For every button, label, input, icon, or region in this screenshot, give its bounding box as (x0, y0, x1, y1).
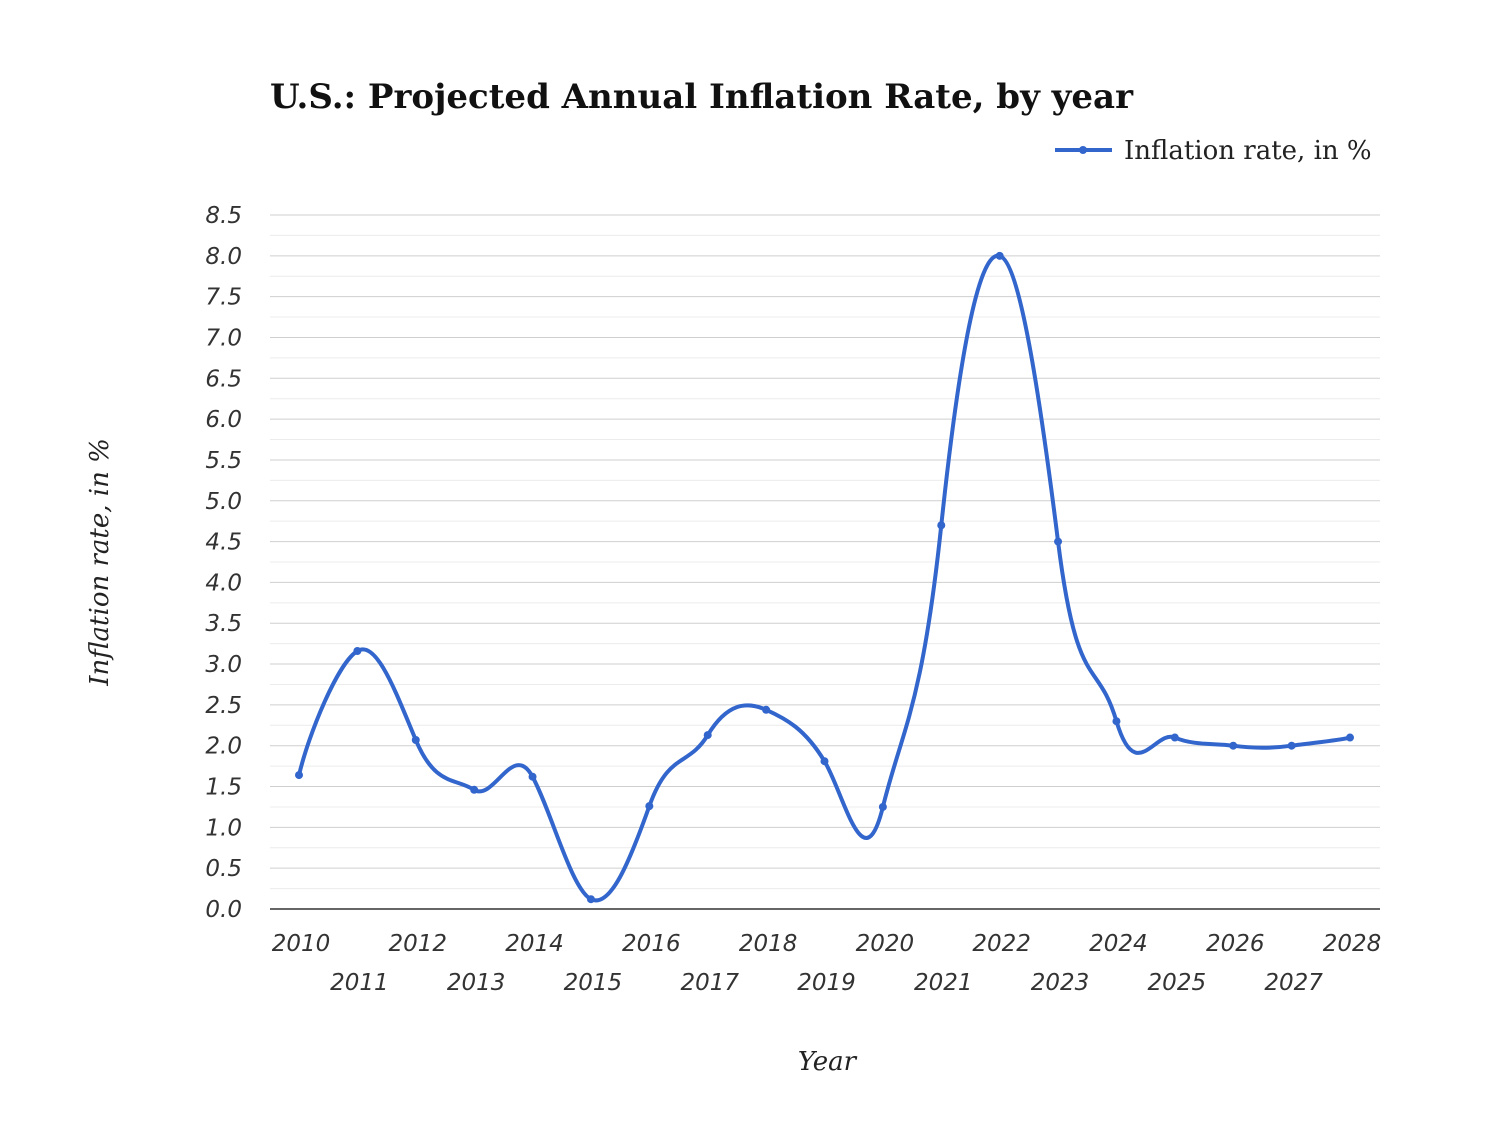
x-tick-label: 2017 (680, 970, 739, 996)
data-point (586, 895, 595, 904)
data-point (295, 771, 303, 780)
x-tick-label: 2027 (1264, 970, 1323, 996)
y-tick-label: 7.0 (205, 325, 242, 351)
x-tick-label: 2024 (1089, 931, 1148, 957)
series-inflation (295, 251, 1354, 904)
x-tick-label: 2012 (389, 931, 448, 957)
data-point (762, 705, 771, 714)
x-tick-label: 2022 (972, 931, 1031, 957)
x-tick-label: 2021 (914, 970, 973, 996)
y-tick-label: 0.5 (205, 856, 242, 882)
y-tick-label: 6.0 (205, 407, 242, 433)
x-tick-label: 2026 (1206, 931, 1265, 957)
x-tick-label: 2028 (1323, 931, 1382, 957)
data-point (878, 802, 887, 811)
data-point (1054, 537, 1063, 546)
data-point (353, 646, 362, 655)
legend-label: Inflation rate, in % (1124, 136, 1372, 166)
y-axis-ticks: 0.0 0.5 1.0 1.5 2.0 2.5 3.0 3.5 4.0 4.5 5.0 5.5 6.0 6… (205, 203, 242, 923)
data-point (820, 757, 829, 766)
legend-marker-icon (1079, 146, 1087, 154)
x-tick-label: 2014 (505, 931, 564, 957)
y-tick-label: 2.5 (205, 693, 242, 719)
x-tick-label: 2013 (447, 970, 506, 996)
y-tick-label: 3.5 (205, 611, 242, 637)
data-point (1287, 741, 1296, 750)
data-point (528, 772, 537, 781)
data-point (645, 802, 654, 811)
y-tick-label: 6.5 (205, 366, 242, 392)
x-tick-label: 2011 (330, 970, 389, 996)
data-point (703, 731, 712, 740)
data-point (1346, 733, 1354, 742)
x-tick-label: 2016 (622, 931, 681, 957)
data-point (1170, 733, 1179, 742)
x-axis-title: Year (798, 1047, 858, 1077)
data-point (937, 521, 946, 530)
data-point (1229, 741, 1238, 750)
y-tick-label: 5.0 (205, 489, 242, 515)
y-axis-title: Inflation rate, in % (85, 438, 115, 687)
x-tick-label: 2023 (1031, 970, 1090, 996)
y-tick-label: 1.5 (205, 775, 242, 801)
data-point (995, 251, 1004, 260)
data-point (411, 735, 420, 744)
y-tick-label: 4.0 (205, 570, 242, 596)
y-tick-label: 2.0 (205, 734, 242, 760)
y-tick-label: 4.5 (205, 530, 242, 556)
gridlines (270, 214, 1380, 890)
x-tick-label: 2019 (797, 970, 856, 996)
series-line (297, 253, 1351, 903)
x-tick-label: 2010 (272, 931, 331, 957)
y-tick-label: 5.5 (205, 448, 242, 474)
x-tick-label: 2018 (739, 931, 798, 957)
y-tick-label: 3.0 (205, 652, 242, 678)
data-point (470, 785, 479, 794)
y-tick-label: 8.0 (205, 244, 242, 270)
y-tick-label: 7.5 (205, 285, 242, 311)
x-tick-label: 2025 (1148, 970, 1207, 996)
x-tick-label: 2015 (564, 970, 623, 996)
legend: Inflation rate, in % (1055, 136, 1372, 166)
y-tick-label: 1.0 (205, 815, 242, 841)
x-tick-label: 2020 (856, 931, 915, 957)
chart-title: U.S.: Projected Annual Inflation Rate, b… (270, 77, 1134, 117)
y-tick-label: 0.0 (205, 897, 242, 923)
data-point (1112, 717, 1121, 726)
y-tick-label: 8.5 (205, 203, 242, 229)
